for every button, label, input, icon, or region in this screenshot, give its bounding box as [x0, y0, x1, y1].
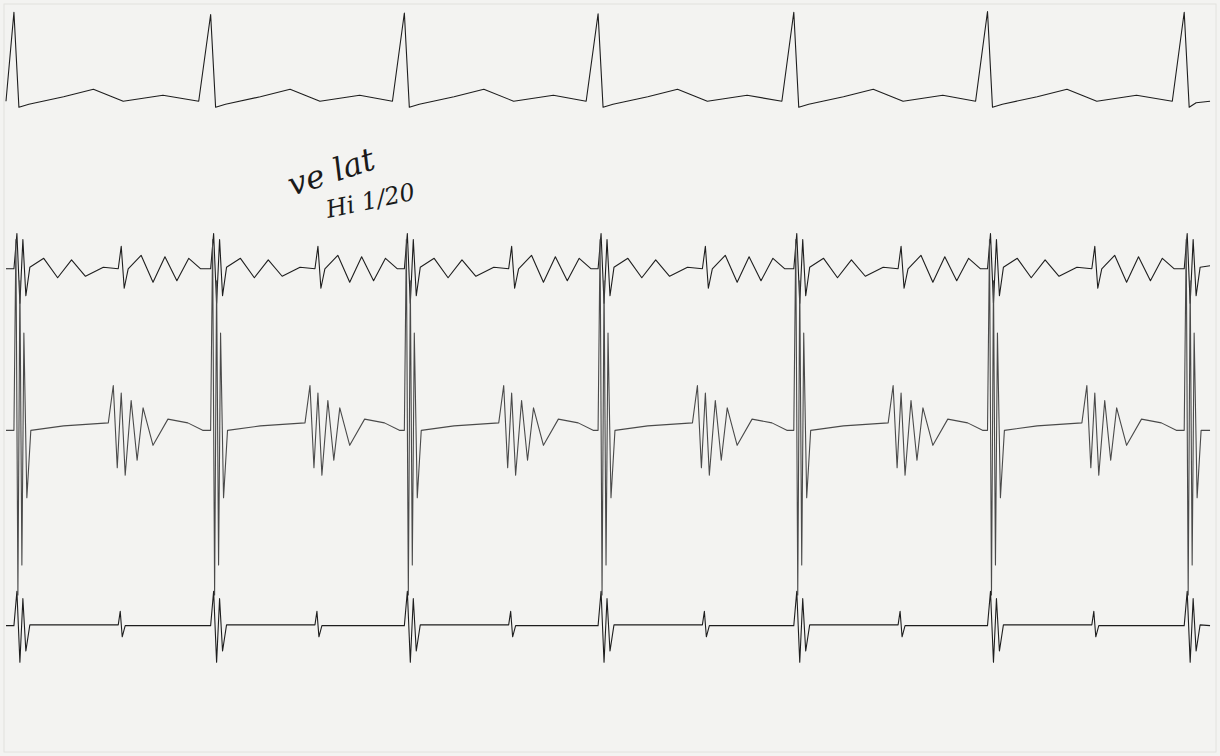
- annotation: Hi 1/20: [322, 178, 417, 224]
- trace: [6, 11, 1210, 107]
- traces: [6, 11, 1210, 662]
- trace: [6, 591, 1210, 662]
- plot-frame: [4, 4, 1216, 752]
- chart: ve latHi 1/20: [0, 0, 1220, 756]
- trace: [6, 234, 1210, 304]
- trace: [6, 240, 1210, 595]
